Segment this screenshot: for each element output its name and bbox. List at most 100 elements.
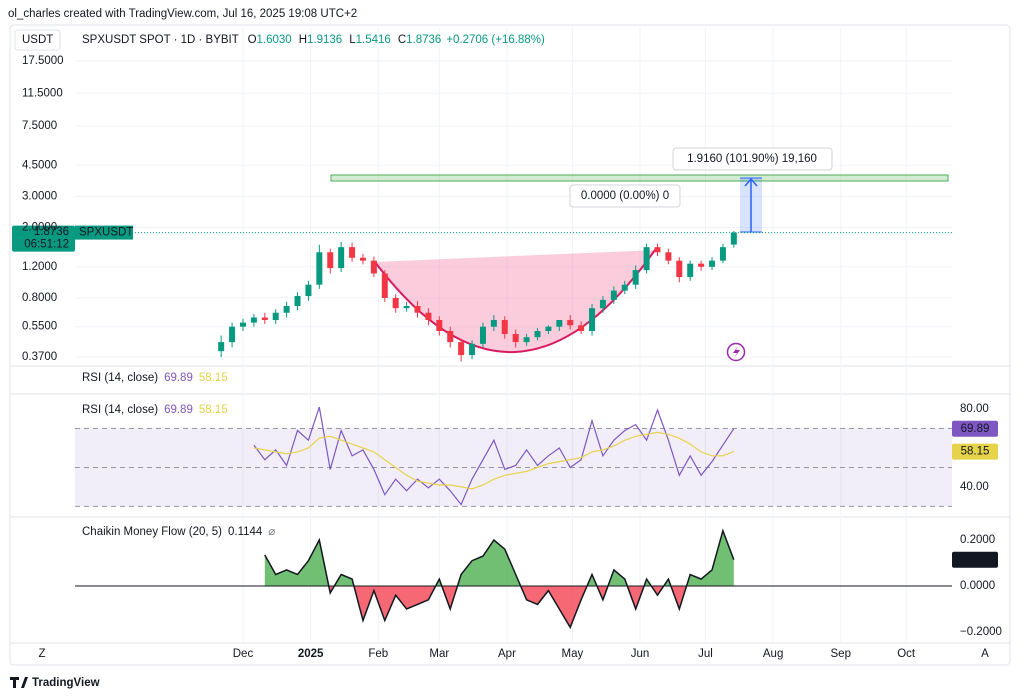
rsi-title: RSI (14, close): [82, 404, 158, 416]
candle-body: [370, 260, 377, 274]
rsi-value: 58.15: [199, 372, 228, 384]
rsi-line: [253, 406, 735, 506]
value-tag-label: 58.15: [961, 446, 990, 458]
x-tick-label: Jun: [631, 648, 650, 660]
candle-body: [239, 322, 246, 327]
candle-body: [479, 326, 486, 344]
candle-body: [294, 296, 301, 307]
candle-body: [676, 260, 683, 278]
cmf-icon: ⌀: [268, 526, 275, 538]
y-tick-label: 80.00: [960, 403, 989, 415]
footer-logo: TradingView: [10, 677, 100, 689]
y-tick-label: 2.0000: [22, 222, 57, 234]
x-tick-label: Aug: [763, 648, 783, 660]
candle-body: [709, 260, 716, 267]
cup-curve: [374, 249, 656, 354]
y-tick-label: 0.3700: [22, 351, 57, 363]
candle-body: [578, 325, 585, 332]
candle-body: [250, 317, 257, 323]
last-price-tag: [12, 225, 75, 252]
rsi-line: [253, 431, 735, 490]
symbol-title: SPXUSDT SPOT · 1D · BYBIT: [82, 34, 239, 46]
footer: TradingView: [32, 677, 100, 689]
candle-body: [403, 306, 410, 309]
candle-body: [392, 297, 399, 309]
corner-label[interactable]: Z: [38, 648, 45, 660]
x-tick-label: Jul: [698, 648, 713, 660]
y-tick-label: 17.5000: [22, 55, 64, 67]
measure-box: [672, 147, 833, 171]
x-tick-label: 2025: [298, 648, 324, 660]
value-tag-label: 0.1144: [958, 554, 993, 566]
candle-body: [447, 331, 454, 343]
y-tick-label: 0.2000: [960, 534, 995, 546]
candles: [218, 230, 737, 362]
candle-body: [458, 342, 465, 356]
candle-body: [665, 252, 672, 261]
cmf-line: [264, 528, 735, 630]
y-tick-label: 1.2000: [22, 261, 57, 273]
candle-body: [654, 247, 661, 253]
rsi-value: 69.89: [164, 372, 193, 384]
currency-box[interactable]: [14, 29, 61, 51]
candle-body: [349, 247, 356, 258]
candle-body: [327, 252, 334, 269]
x-tick-label: Sep: [831, 648, 851, 660]
collapsed-pane-legend: RSI (14, close) 69.89 58.15: [82, 372, 228, 384]
y-tick-label: 0.8000: [22, 292, 57, 304]
candle-body: [523, 337, 530, 343]
ohlc-letter: O: [248, 34, 257, 46]
y-tick-label: −0.2000: [960, 626, 1002, 638]
symbol-label: SPXUSDT: [79, 227, 133, 239]
candle-body: [272, 312, 279, 321]
currency: USDT: [22, 34, 53, 46]
candle-body: [218, 342, 225, 352]
rsi-legend: RSI (14, close) 69.89 58.15: [82, 404, 228, 416]
last-price: 1.8736: [34, 226, 69, 238]
candle-body: [436, 320, 443, 332]
ohlc-value: 1.6030: [257, 34, 292, 46]
measure-label: 0.0000 (0.00%) 0: [581, 190, 669, 202]
candle-body: [261, 317, 268, 321]
candle-body: [599, 299, 606, 309]
symbol-tag: [75, 225, 133, 240]
candle-body: [501, 320, 508, 335]
change: +0.2706 (+16.88%): [446, 34, 545, 46]
candle-body: [229, 326, 236, 343]
ohlc-letter: H: [299, 34, 307, 46]
x-tick-label: Oct: [897, 648, 916, 660]
value-tag-label: 69.89: [961, 423, 990, 435]
corner-label[interactable]: A: [981, 648, 989, 660]
measure-box: [569, 184, 681, 208]
x-tick-label: Mar: [429, 648, 449, 660]
rsi-value: 69.89: [164, 404, 193, 416]
cmf-legend: Chaikin Money Flow (20, 5) 0.1144 ⌀: [82, 526, 275, 538]
candle-body: [512, 334, 519, 343]
measure-arrowhead: [744, 177, 758, 187]
candle-body: [381, 273, 388, 298]
y-tick-label: 7.5000: [22, 120, 57, 132]
indicators: [75, 406, 952, 630]
cmf-negative-area: [264, 586, 734, 628]
candle-body: [490, 320, 497, 327]
value-tag: [952, 551, 998, 568]
candle-body: [567, 320, 574, 326]
y-tick-label: 40.00: [960, 481, 989, 493]
ohlc-letter: L: [349, 34, 356, 46]
cup-fill: [375, 250, 655, 353]
candle-body: [621, 284, 628, 291]
candle-body: [359, 257, 366, 261]
candle-body: [283, 306, 290, 313]
value-tag: [952, 420, 998, 437]
attribution: ol_charles created with TradingView.com,…: [8, 8, 357, 20]
candle-body: [425, 312, 432, 321]
candle-body: [730, 232, 737, 245]
candle-body: [556, 320, 563, 327]
candle-body: [643, 247, 650, 271]
y-tick-label: 0.5500: [22, 321, 57, 333]
y-tick-label: 3.0000: [22, 190, 57, 202]
y-tick-label: 0.0000: [960, 580, 995, 592]
frame: [9, 24, 1011, 666]
rsi-value: 58.15: [199, 404, 228, 416]
